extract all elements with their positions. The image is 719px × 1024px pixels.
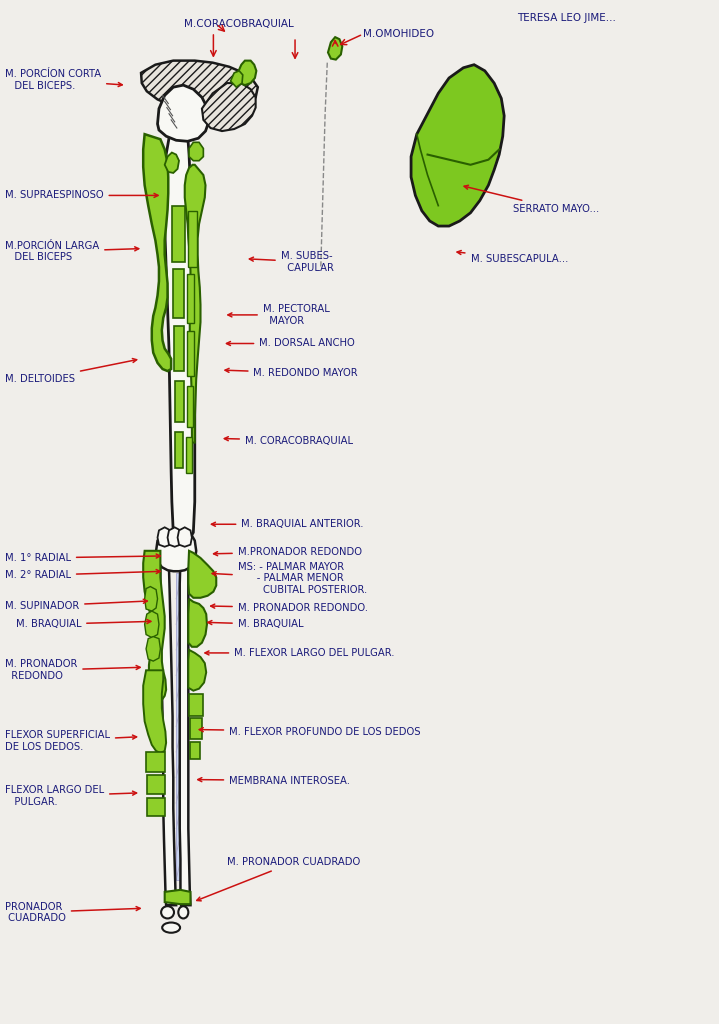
Polygon shape (188, 211, 196, 267)
Polygon shape (157, 527, 172, 547)
Text: M. BRAQUIAL: M. BRAQUIAL (16, 620, 151, 630)
Text: M. 2° RADIAL: M. 2° RADIAL (5, 569, 160, 581)
Polygon shape (165, 890, 191, 904)
Polygon shape (146, 637, 160, 662)
Polygon shape (328, 37, 342, 59)
Polygon shape (186, 437, 192, 473)
Text: M.PRONADOR REDONDO: M.PRONADOR REDONDO (214, 547, 362, 557)
Polygon shape (165, 134, 195, 545)
Polygon shape (143, 671, 166, 753)
Text: M. PRONADOR CUADRADO: M. PRONADOR CUADRADO (197, 857, 360, 901)
Text: M.PORCIÓN LARGA
   DEL BICEPS: M.PORCIÓN LARGA DEL BICEPS (5, 241, 139, 262)
Text: M. PORCÍON CORTA
   DEL BICEPS.: M. PORCÍON CORTA DEL BICEPS. (5, 70, 122, 91)
Text: MS: - PALMAR MAYOR
      - PALMAR MENOR
        CUBITAL POSTERIOR.: MS: - PALMAR MAYOR - PALMAR MENOR CUBITA… (212, 562, 367, 595)
Polygon shape (189, 142, 203, 161)
Ellipse shape (178, 906, 188, 919)
Polygon shape (157, 85, 209, 141)
Polygon shape (168, 527, 182, 547)
Polygon shape (188, 599, 207, 647)
Polygon shape (231, 71, 243, 87)
Text: M. DORSAL ANCHO: M. DORSAL ANCHO (226, 339, 355, 348)
Text: M. CORACOBRAQUIAL: M. CORACOBRAQUIAL (224, 435, 353, 445)
Text: M. FLEXOR PROFUNDO DE LOS DEDOS: M. FLEXOR PROFUNDO DE LOS DEDOS (199, 727, 421, 736)
Text: M. 1° RADIAL: M. 1° RADIAL (5, 553, 160, 563)
Text: M. FLEXOR LARGO DEL PULGAR.: M. FLEXOR LARGO DEL PULGAR. (205, 648, 395, 658)
Text: SERRATO MAYO...: SERRATO MAYO... (464, 185, 600, 214)
Ellipse shape (161, 906, 174, 919)
Polygon shape (411, 65, 504, 226)
Polygon shape (160, 545, 176, 905)
Text: PRONADOR
 CUADRADO: PRONADOR CUADRADO (5, 901, 140, 923)
Polygon shape (188, 650, 206, 691)
Polygon shape (189, 694, 203, 716)
Polygon shape (174, 326, 184, 371)
Polygon shape (187, 331, 194, 376)
Text: M. SUBESCAPULA...: M. SUBESCAPULA... (457, 251, 568, 264)
Text: M.OMOHIDEO: M.OMOHIDEO (363, 29, 434, 39)
Polygon shape (165, 153, 179, 173)
Polygon shape (190, 718, 202, 738)
Polygon shape (141, 60, 258, 114)
Text: M. PRONADOR
  REDONDO: M. PRONADOR REDONDO (5, 659, 140, 681)
Polygon shape (178, 527, 192, 547)
Text: M. PECTORAL
  MAYOR: M. PECTORAL MAYOR (228, 304, 329, 326)
Text: FLEXOR LARGO DEL
   PULGAR.: FLEXOR LARGO DEL PULGAR. (5, 785, 137, 807)
Polygon shape (238, 60, 257, 85)
Polygon shape (143, 551, 166, 700)
Text: M. REDONDO MAYOR: M. REDONDO MAYOR (225, 368, 358, 378)
Text: M. DELTOIDES: M. DELTOIDES (5, 358, 137, 384)
Polygon shape (187, 274, 194, 324)
Polygon shape (143, 134, 171, 371)
Polygon shape (147, 798, 165, 816)
Polygon shape (187, 386, 193, 427)
Ellipse shape (162, 923, 180, 933)
Polygon shape (180, 545, 191, 905)
Polygon shape (173, 269, 184, 318)
Text: MEMBRANA INTEROSEA.: MEMBRANA INTEROSEA. (198, 775, 350, 785)
Text: M. SUPRAESPINOSO: M. SUPRAESPINOSO (5, 190, 158, 201)
Polygon shape (175, 381, 184, 422)
Text: FLEXOR SUPERFICIAL
DE LOS DEDOS.: FLEXOR SUPERFICIAL DE LOS DEDOS. (5, 730, 137, 752)
Polygon shape (147, 775, 165, 794)
Text: M. PRONADOR REDONDO.: M. PRONADOR REDONDO. (211, 603, 367, 613)
Polygon shape (175, 432, 183, 468)
Polygon shape (145, 611, 159, 638)
Polygon shape (176, 573, 180, 880)
Polygon shape (146, 752, 165, 772)
Polygon shape (185, 165, 206, 442)
Text: M. BRAQUIAL: M. BRAQUIAL (208, 620, 303, 630)
Polygon shape (191, 741, 201, 759)
Text: M. BRAQUIAL ANTERIOR.: M. BRAQUIAL ANTERIOR. (211, 519, 364, 529)
Polygon shape (145, 587, 157, 611)
Text: M. SUPINADOR: M. SUPINADOR (5, 599, 147, 611)
Polygon shape (188, 551, 216, 598)
Polygon shape (172, 206, 185, 262)
Text: TERESA LEO JIME...: TERESA LEO JIME... (517, 12, 616, 23)
Text: M.CORACOBRAQUIAL: M.CORACOBRAQUIAL (184, 18, 294, 29)
Polygon shape (202, 83, 256, 131)
Polygon shape (156, 530, 196, 571)
Text: M. SUBES-
  CAPULAR: M. SUBES- CAPULAR (249, 251, 334, 272)
